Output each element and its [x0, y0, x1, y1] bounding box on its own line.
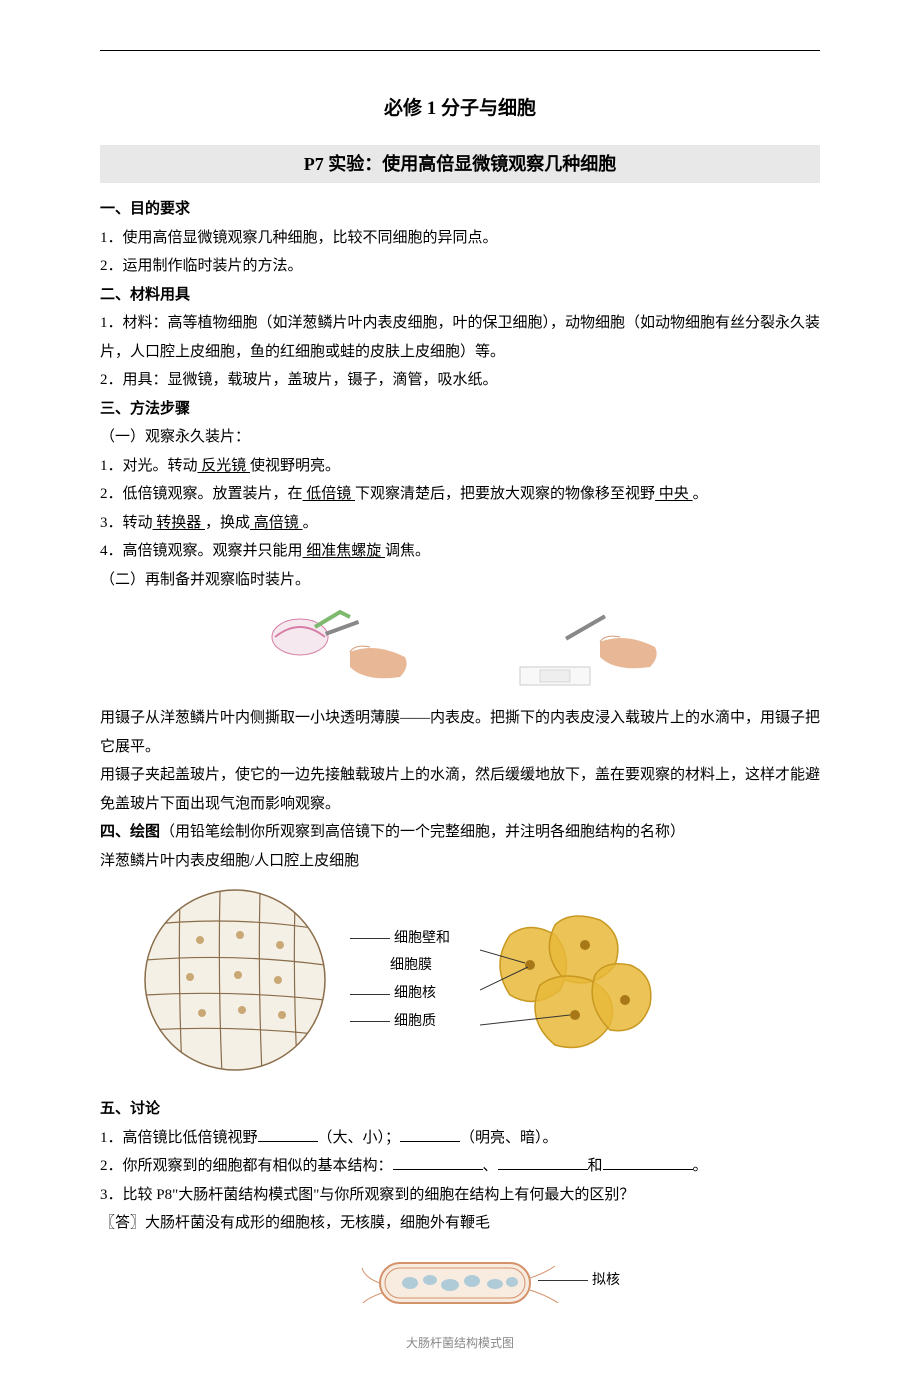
- s1-head: 一、目的要求: [100, 195, 820, 224]
- ecoli-caption: 大肠杆菌结构模式图: [300, 1332, 620, 1355]
- blank-5: [603, 1155, 693, 1170]
- cheek-cell-image: [480, 895, 660, 1065]
- s3-l1u: 反光镜: [198, 458, 251, 474]
- s5-head: 五、讨论: [100, 1095, 820, 1124]
- ecoli-box: 拟核 大肠杆菌结构模式图: [300, 1248, 620, 1355]
- s4-p1: 洋葱鳞片叶内表皮细胞/人口腔上皮细胞: [100, 847, 820, 876]
- s3-l3b: ，换成: [205, 515, 250, 531]
- s3-l2u2: 中央: [655, 486, 693, 502]
- s3-l4: 4．高倍镜观察。观察并只能用 细准焦螺旋 调焦。: [100, 537, 820, 566]
- cell-label-1: 细胞壁和: [350, 927, 450, 951]
- s3-l4a: 4．高倍镜观察。观察并只能用: [100, 543, 303, 559]
- blank-3: [393, 1155, 483, 1170]
- s1-p2: 2．运用制作临时装片的方法。: [100, 252, 820, 281]
- s3-p4: 用镊子夹起盖玻片，使它的一边先接触载玻片上的水滴，然后缓缓地放下，盖在要观察的材…: [100, 761, 820, 818]
- s3-l1: 1．对光。转动 反光镜 使视野明亮。: [100, 452, 820, 481]
- s5-l2: 2．你所观察到的细胞都有相似的基本结构：、和。: [100, 1152, 820, 1181]
- title-main: 必修 1 分子与细胞: [100, 91, 820, 127]
- s2-head: 二、材料用具: [100, 281, 820, 310]
- s3-l1b: 使视野明亮。: [250, 458, 340, 474]
- cell-label-4: 细胞质: [350, 1010, 450, 1034]
- cell-diagram-row: 细胞壁和 细胞膜 细胞核 细胞质: [140, 885, 820, 1075]
- s3-l1a: 1．对光。转动: [100, 458, 198, 474]
- s3-l2: 2．低倍镜观察。放置装片，在 低倍镜 下观察清楚后，把要放大观察的物像移至视野 …: [100, 480, 820, 509]
- s4-head-line: 四、绘图（用铅笔绘制你所观察到高倍镜下的一个完整细胞，并注明各细胞结构的名称）: [100, 818, 820, 847]
- hand-slide-image: [505, 602, 665, 692]
- onion-cell-circle: [140, 885, 330, 1075]
- s3-sub2: （二）再制备并观察临时装片。: [100, 566, 820, 595]
- s3-l3u2: 高倍镜: [250, 515, 303, 531]
- hand-images-row: [100, 602, 820, 692]
- s1-p1: 1．使用高倍显微镜观察几种细胞，比较不同细胞的异同点。: [100, 224, 820, 253]
- s3-l3a: 3．转动: [100, 515, 153, 531]
- s3-l3u1: 转换器: [153, 515, 206, 531]
- s5-l3: 3．比较 P8"大肠杆菌结构模式图"与你所观察到的细胞在结构上有何最大的区别？: [100, 1181, 820, 1210]
- ecoli-row: 拟核 大肠杆菌结构模式图: [100, 1248, 820, 1358]
- s3-p3: 用镊子从洋葱鳞片叶内侧撕取一小块透明薄膜——内表皮。把撕下的内表皮浸入载玻片上的…: [100, 704, 820, 761]
- s3-l4b: 调焦。: [385, 543, 430, 559]
- s3-l2u1: 低倍镜: [303, 486, 356, 502]
- s3-l3: 3．转动 转换器 ，换成 高倍镜 。: [100, 509, 820, 538]
- s3-l2c: 。: [693, 486, 708, 502]
- cell-labels: 细胞壁和 细胞膜 细胞核 细胞质: [350, 923, 450, 1038]
- s3-l2b: 下观察清楚后，把要放大观察的物像移至视野: [355, 486, 655, 502]
- blank-2: [400, 1127, 460, 1142]
- ecoli-diagram: [360, 1248, 560, 1318]
- s2-p2: 2．用具：显微镜，载玻片，盖玻片，镊子，滴管，吸水纸。: [100, 366, 820, 395]
- hand-onion-image: [255, 602, 415, 692]
- cell-label-2: 细胞膜: [350, 954, 450, 978]
- s2-p1: 1．材料：高等植物细胞（如洋葱鳞片叶内表皮细胞，叶的保卫细胞），动物细胞（如动物…: [100, 309, 820, 366]
- blank-1: [258, 1127, 318, 1142]
- top-rule: [100, 50, 820, 51]
- s3-head: 三、方法步骤: [100, 395, 820, 424]
- title-sub: P7 实验：使用高倍显微镜观察几种细胞: [100, 145, 820, 183]
- s3-l2a: 2．低倍镜观察。放置装片，在: [100, 486, 303, 502]
- s4-head-tail: （用铅笔绘制你所观察到高倍镜下的一个完整细胞，并注明各细胞结构的名称）: [160, 824, 685, 840]
- s3-l4u: 细准焦螺旋: [303, 543, 386, 559]
- blank-4: [498, 1155, 588, 1170]
- ecoli-label: 拟核: [538, 1268, 620, 1295]
- cell-label-3: 细胞核: [350, 982, 450, 1006]
- s3-sub1: （一）观察永久装片：: [100, 423, 820, 452]
- s3-l3c: 。: [303, 515, 318, 531]
- s4-head: 四、绘图: [100, 823, 160, 840]
- s5-l1: 1．高倍镜比低倍镜视野（大、小）；（明亮、暗）。: [100, 1124, 820, 1153]
- s5-l4: 〖答〗大肠杆菌没有成形的细胞核，无核膜，细胞外有鞭毛: [100, 1209, 820, 1238]
